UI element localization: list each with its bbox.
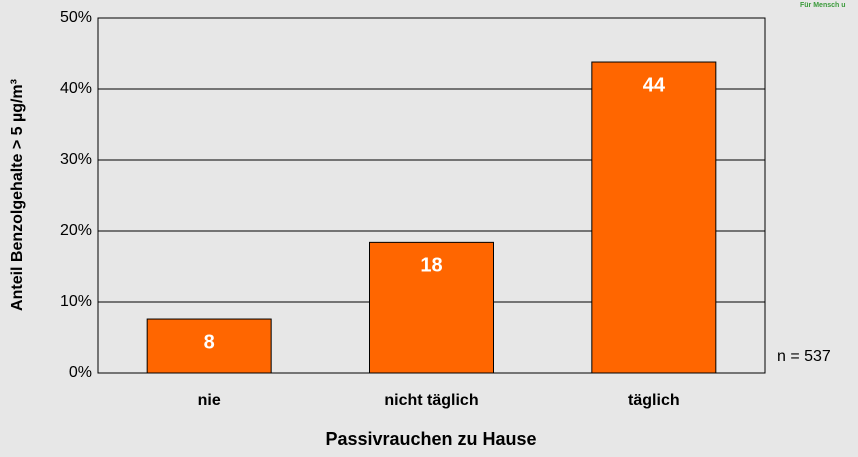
data-label: 18 bbox=[420, 255, 442, 277]
y-tick-label: 50% bbox=[60, 9, 92, 26]
logo-text: Für Mensch u bbox=[800, 2, 846, 9]
y-tick-label: 30% bbox=[60, 151, 92, 168]
x-tick-label: täglich bbox=[628, 392, 680, 409]
data-label: 44 bbox=[643, 74, 666, 96]
x-axis-label: Passivrauchen zu Hause bbox=[325, 429, 536, 449]
y-tick-label: 40% bbox=[60, 80, 92, 97]
annotation: n = 537 bbox=[777, 348, 831, 365]
y-tick-label: 20% bbox=[60, 222, 92, 239]
x-tick-label: nicht täglich bbox=[384, 392, 478, 409]
bar bbox=[591, 61, 717, 374]
bar bbox=[369, 241, 494, 374]
data-label: 8 bbox=[204, 331, 215, 353]
y-axis-label: Anteil Benzolgehalte > 5 µg/m³ bbox=[9, 79, 26, 311]
y-tick-label: 0% bbox=[69, 364, 92, 381]
y-tick-label: 10% bbox=[60, 293, 92, 310]
x-tick-label: nie bbox=[198, 392, 221, 409]
bar bbox=[146, 318, 272, 374]
